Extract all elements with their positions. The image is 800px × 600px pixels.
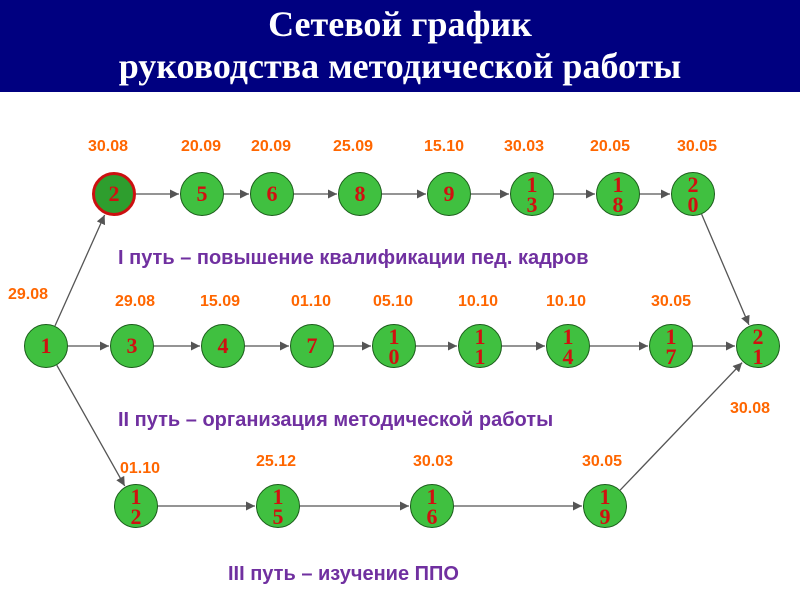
date-node-16: 30.03 xyxy=(413,453,454,470)
date-node-6: 20.09 xyxy=(251,138,292,155)
date-node-5: 20.09 xyxy=(181,138,222,155)
node-1: 1 xyxy=(24,324,68,368)
date-node-8: 25.09 xyxy=(333,138,374,155)
date-node-1: 29.08 xyxy=(8,286,49,303)
title-banner xyxy=(0,0,800,92)
date-node-11: 10.10 xyxy=(458,293,499,310)
date-node-19: 30.05 xyxy=(582,453,623,470)
edge-n1-n12 xyxy=(56,364,126,487)
node-8: 8 xyxy=(338,172,382,216)
date-node-14: 10.10 xyxy=(546,293,587,310)
date-node-18: 20.05 xyxy=(590,138,631,155)
path-3-label: III путь – изучение ППО xyxy=(228,563,459,585)
edge-n1-n2 xyxy=(54,214,106,327)
node-2: 2 xyxy=(92,172,136,216)
edge-n20-n21 xyxy=(701,213,750,326)
date-node-12: 01.10 xyxy=(120,460,161,477)
title-line-2: руководства методической работы xyxy=(118,46,682,86)
date-node-2: 30.08 xyxy=(88,138,129,155)
node-7: 7 xyxy=(290,324,334,368)
node-9: 9 xyxy=(427,172,471,216)
date-node-10: 05.10 xyxy=(373,293,414,310)
date-node-17: 30.05 xyxy=(651,293,692,310)
date-node-15: 25.12 xyxy=(256,453,297,470)
path-1-label: I путь – повышение квалификации пед. кад… xyxy=(118,247,589,269)
date-node-20: 30.05 xyxy=(677,138,718,155)
title-line-1: Сетевой график xyxy=(268,4,532,44)
date-node-4: 15.09 xyxy=(200,293,241,310)
node-5: 5 xyxy=(180,172,224,216)
date-node-3: 29.08 xyxy=(115,293,156,310)
date-node-7: 01.10 xyxy=(291,293,332,310)
edge-n19-n21 xyxy=(619,362,743,491)
date-node-9: 15.10 xyxy=(424,138,465,155)
date-node-13: 30.03 xyxy=(504,138,545,155)
path-2-label: II путь – организация методической работ… xyxy=(118,409,554,431)
node-4: 4 xyxy=(201,324,245,368)
node-6: 6 xyxy=(250,172,294,216)
node-3: 3 xyxy=(110,324,154,368)
date-node-21: 30.08 xyxy=(730,400,771,417)
